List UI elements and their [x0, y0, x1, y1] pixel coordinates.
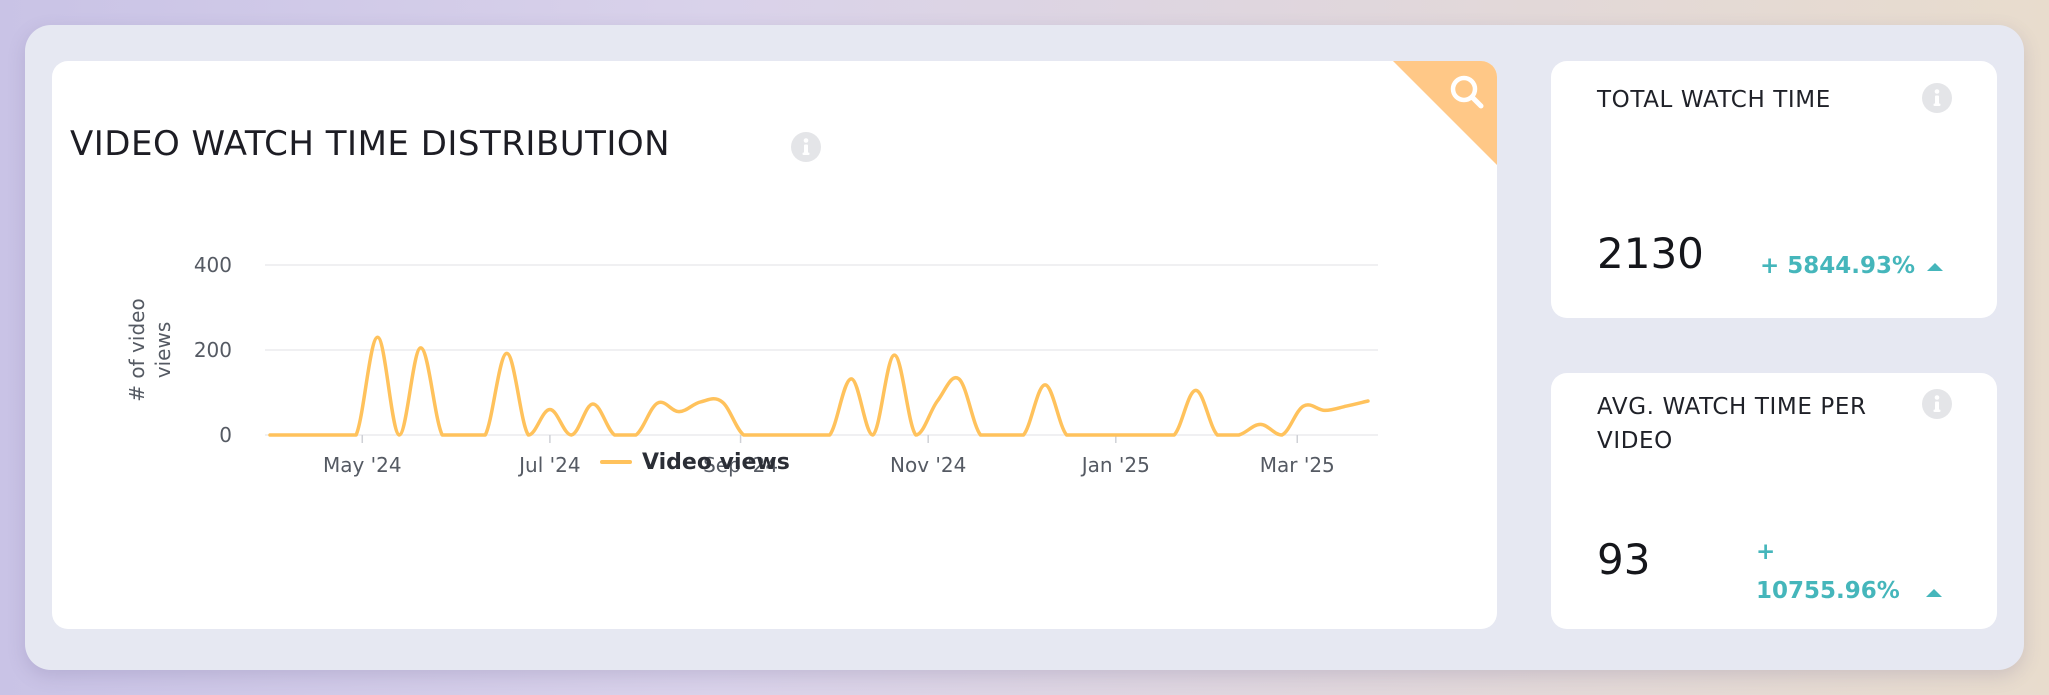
stat-title: TOTAL WATCH TIME — [1597, 87, 1831, 113]
legend-label[interactable]: Video views — [642, 449, 790, 475]
y-tick-label: 400 — [194, 253, 232, 277]
x-tick-label: Jul '24 — [517, 453, 580, 477]
stat-change-value: 10755.96% — [1756, 578, 1900, 604]
stat-value: 2130 — [1597, 229, 1704, 278]
info-icon[interactable] — [1922, 389, 1952, 419]
info-icon[interactable] — [791, 132, 821, 162]
stat-change-sign: + — [1756, 539, 1776, 565]
avg-watch-time-card: AVG. WATCH TIME PER VIDEO 93 + 10755.96% — [1551, 373, 1997, 629]
x-tick-label: May '24 — [323, 453, 402, 477]
x-tick-label: Sep '24 — [703, 453, 778, 477]
stat-change: + 5844.93% — [1760, 253, 1916, 279]
x-tick-label: Nov '24 — [890, 453, 966, 477]
x-tick-label: Jan '25 — [1080, 453, 1150, 477]
stat-value: 93 — [1597, 535, 1651, 584]
info-icon[interactable] — [1922, 83, 1952, 113]
series-layer — [268, 335, 1370, 437]
x-axis: May '24 Jul '24 Sep '24 Nov '24 Jan '25 Mar '… — [323, 435, 1335, 477]
trend-up-icon — [1927, 263, 1943, 271]
stat-title: AVG. WATCH TIME PER VIDEO — [1597, 394, 1867, 454]
series-line-video-views — [268, 335, 1370, 437]
trend-up-icon — [1926, 589, 1942, 597]
search-corner-tab[interactable] — [1393, 61, 1497, 165]
y-tick-label: 0 — [219, 423, 232, 447]
watch-time-chart-card — [52, 61, 1497, 629]
search-icon[interactable] — [1447, 73, 1487, 113]
chart-grid — [265, 264, 1378, 436]
chart-title: VIDEO WATCH TIME DISTRIBUTION — [70, 124, 671, 164]
y-tick-label: 200 — [194, 338, 232, 362]
y-axis: 0 200 400 — [194, 253, 232, 447]
chart-legend[interactable]: Video views — [600, 447, 790, 477]
y-axis-label: # of video views — [125, 298, 175, 401]
x-tick-label: Mar '25 — [1260, 453, 1335, 477]
legend-swatch — [600, 460, 632, 464]
total-watch-time-card: TOTAL WATCH TIME 2130 + 5844.93% — [1551, 61, 1997, 318]
